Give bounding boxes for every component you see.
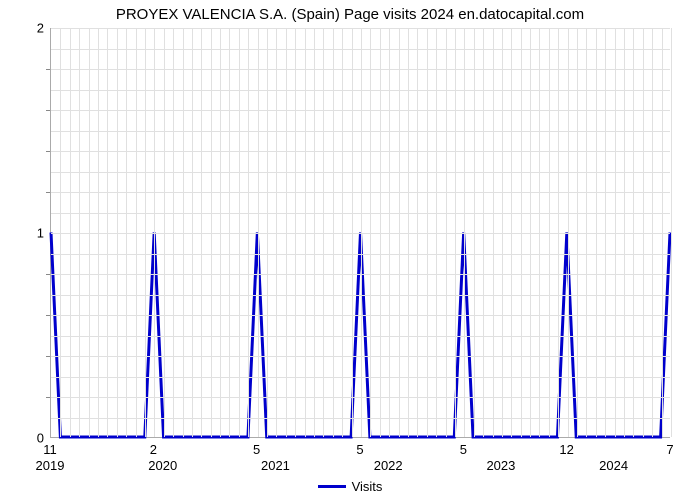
grid-line-v	[211, 28, 212, 437]
grid-line-v	[192, 28, 193, 437]
x-year-label: 2021	[261, 458, 290, 473]
grid-line-v	[79, 28, 80, 437]
x-tick-label: 2	[150, 442, 157, 457]
grid-line-v	[286, 28, 287, 437]
grid-line-v	[117, 28, 118, 437]
grid-line-v	[333, 28, 334, 437]
grid-line-v	[568, 28, 569, 437]
grid-line-v	[389, 28, 390, 437]
x-year-label: 2024	[599, 458, 628, 473]
y-tick-label: 1	[24, 226, 44, 241]
x-year-label: 2019	[36, 458, 65, 473]
legend-item-visits: Visits	[318, 479, 383, 494]
grid-line-v	[408, 28, 409, 437]
grid-line-v	[126, 28, 127, 437]
grid-line-v	[474, 28, 475, 437]
y-minor-tick	[46, 397, 50, 398]
x-tick-label: 5	[253, 442, 260, 457]
x-year-label: 2022	[374, 458, 403, 473]
plot-area	[50, 28, 670, 438]
grid-line-v	[539, 28, 540, 437]
grid-line-v	[624, 28, 625, 437]
grid-line-v	[633, 28, 634, 437]
y-tick-label: 2	[24, 21, 44, 36]
chart-container: PROYEX VALENCIA S.A. (Spain) Page visits…	[0, 0, 700, 500]
y-minor-tick	[46, 356, 50, 357]
grid-line-v	[276, 28, 277, 437]
grid-line-v	[427, 28, 428, 437]
grid-line-v	[436, 28, 437, 437]
grid-line-v	[173, 28, 174, 437]
grid-line-v	[361, 28, 362, 437]
grid-line-v	[70, 28, 71, 437]
grid-line-v	[154, 28, 155, 437]
grid-line-v	[107, 28, 108, 437]
grid-line-v	[239, 28, 240, 437]
legend: Visits	[0, 475, 700, 494]
grid-line-v	[502, 28, 503, 437]
grid-line-v	[549, 28, 550, 437]
x-tick-label: 5	[460, 442, 467, 457]
grid-line-v	[380, 28, 381, 437]
grid-line-v	[464, 28, 465, 437]
legend-swatch	[318, 485, 346, 488]
x-year-label: 2023	[486, 458, 515, 473]
grid-line-v	[577, 28, 578, 437]
grid-line-v	[342, 28, 343, 437]
grid-line-v	[586, 28, 587, 437]
grid-line-v	[652, 28, 653, 437]
grid-line-v	[295, 28, 296, 437]
y-minor-tick	[46, 69, 50, 70]
y-minor-tick	[46, 110, 50, 111]
grid-line-v	[417, 28, 418, 437]
grid-line-v	[596, 28, 597, 437]
grid-line-v	[643, 28, 644, 437]
grid-line-v	[305, 28, 306, 437]
grid-line-v	[521, 28, 522, 437]
grid-line-v	[183, 28, 184, 437]
grid-line-v	[558, 28, 559, 437]
grid-line-v	[483, 28, 484, 437]
legend-label: Visits	[352, 479, 383, 494]
grid-line-v	[164, 28, 165, 437]
grid-line-v	[493, 28, 494, 437]
x-year-label: 2020	[148, 458, 177, 473]
grid-line-v	[323, 28, 324, 437]
grid-line-v	[446, 28, 447, 437]
grid-line-v	[145, 28, 146, 437]
grid-line-v	[605, 28, 606, 437]
x-tick-label: 5	[356, 442, 363, 457]
grid-line-v	[671, 28, 672, 437]
grid-line-v	[98, 28, 99, 437]
x-tick-label: 12	[559, 442, 573, 457]
grid-line-v	[220, 28, 221, 437]
grid-line-v	[370, 28, 371, 437]
grid-line-v	[258, 28, 259, 437]
y-minor-tick	[46, 274, 50, 275]
y-tick-label: 0	[24, 431, 44, 446]
chart-title: PROYEX VALENCIA S.A. (Spain) Page visits…	[0, 6, 700, 23]
grid-line-v	[455, 28, 456, 437]
x-tick-label: 7	[666, 442, 673, 457]
grid-line-v	[615, 28, 616, 437]
x-tick-label: 11	[43, 442, 57, 457]
grid-line-v	[352, 28, 353, 437]
y-minor-tick	[46, 192, 50, 193]
y-minor-tick	[46, 315, 50, 316]
grid-line-v	[662, 28, 663, 437]
grid-line-v	[511, 28, 512, 437]
grid-line-v	[267, 28, 268, 437]
grid-line-v	[60, 28, 61, 437]
grid-line-v	[314, 28, 315, 437]
grid-line-v	[89, 28, 90, 437]
y-minor-tick	[46, 151, 50, 152]
grid-line-v	[201, 28, 202, 437]
grid-line-v	[248, 28, 249, 437]
grid-line-v	[136, 28, 137, 437]
grid-line-v	[399, 28, 400, 437]
grid-line-v	[530, 28, 531, 437]
grid-line-v	[229, 28, 230, 437]
